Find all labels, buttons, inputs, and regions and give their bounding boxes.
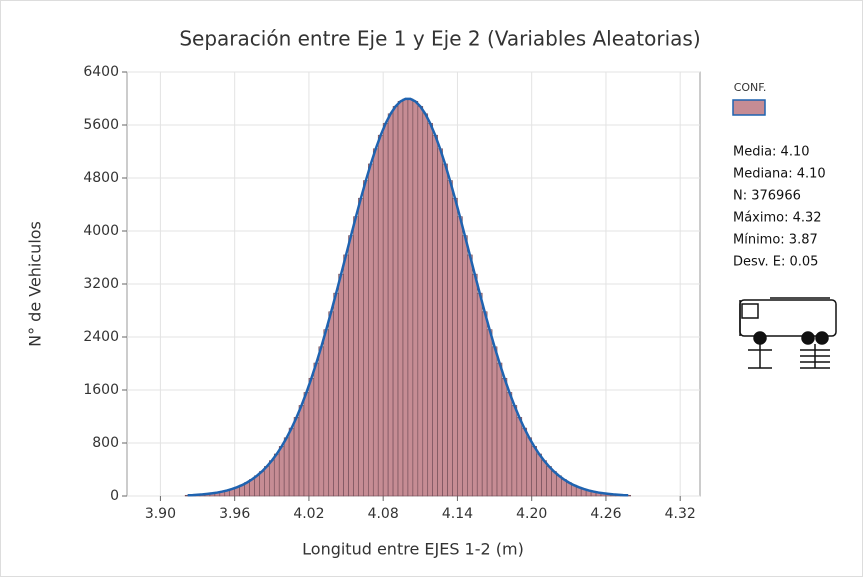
bar bbox=[496, 362, 503, 497]
chart-title: Separación entre Eje 1 y Eje 2 (Variable… bbox=[179, 27, 700, 51]
y-tick-label: 4000 bbox=[83, 223, 119, 239]
bar bbox=[536, 453, 542, 497]
bar bbox=[343, 254, 349, 497]
bar bbox=[521, 427, 528, 497]
y-tick-label: 0 bbox=[110, 488, 119, 504]
bar bbox=[442, 163, 448, 497]
stat-text: Máximo: 4.32 bbox=[733, 211, 822, 226]
y-axis-label: N° de Vehiculos bbox=[26, 221, 45, 347]
bar bbox=[283, 437, 290, 497]
bar bbox=[551, 471, 557, 497]
bar bbox=[491, 346, 498, 497]
y-tick-label: 800 bbox=[92, 435, 119, 451]
bar bbox=[269, 460, 275, 497]
bar bbox=[308, 377, 315, 497]
bar bbox=[437, 148, 443, 497]
bar bbox=[264, 466, 270, 497]
bar bbox=[422, 113, 429, 497]
x-tick-label: 4.26 bbox=[590, 506, 621, 522]
truck-icon bbox=[739, 297, 837, 369]
y-tick-label: 5600 bbox=[83, 117, 119, 133]
bar bbox=[259, 471, 265, 497]
x-tick-label: 4.08 bbox=[368, 506, 399, 522]
stat-text: Desv. E: 0.05 bbox=[733, 255, 818, 270]
bar bbox=[516, 417, 523, 497]
stat-text: Mediana: 4.10 bbox=[733, 167, 826, 182]
bar bbox=[506, 392, 513, 497]
y-tick-label: 6400 bbox=[83, 64, 119, 80]
bar bbox=[481, 311, 488, 497]
bar bbox=[288, 427, 295, 497]
bar bbox=[486, 329, 493, 497]
bar bbox=[412, 101, 419, 497]
bar bbox=[328, 311, 334, 497]
bar bbox=[372, 148, 379, 497]
x-tick-label: 4.32 bbox=[665, 506, 696, 522]
bar bbox=[501, 377, 508, 497]
bar bbox=[377, 134, 384, 497]
x-tick-label: 4.14 bbox=[442, 506, 473, 522]
y-tick-label: 1600 bbox=[83, 382, 119, 398]
bar bbox=[368, 163, 374, 497]
bar bbox=[402, 98, 409, 497]
bar bbox=[462, 235, 468, 497]
y-tick-label: 4800 bbox=[83, 170, 119, 186]
fit-curve bbox=[187, 97, 629, 497]
bar bbox=[303, 392, 310, 497]
bar bbox=[526, 437, 532, 497]
stat-text: Media: 4.10 bbox=[733, 145, 810, 160]
bar bbox=[333, 292, 339, 497]
bar bbox=[511, 405, 518, 497]
bar bbox=[407, 98, 414, 497]
x-tick-label: 4.02 bbox=[293, 506, 324, 522]
bar bbox=[541, 460, 547, 497]
x-tick-label: 3.96 bbox=[219, 506, 250, 522]
bar bbox=[476, 292, 483, 497]
bar bbox=[531, 446, 537, 497]
legend-title: CONF. bbox=[734, 81, 767, 94]
x-axis-label: Longitud entre EJES 1-2 (m) bbox=[302, 540, 524, 559]
bar bbox=[432, 134, 438, 497]
bar bbox=[323, 329, 330, 497]
bar bbox=[353, 216, 359, 497]
x-tick-label: 4.20 bbox=[516, 506, 547, 522]
bar bbox=[556, 475, 562, 497]
bar bbox=[358, 197, 364, 497]
bar bbox=[338, 273, 344, 497]
bar bbox=[467, 254, 473, 497]
bar bbox=[273, 453, 280, 497]
bar bbox=[447, 180, 453, 497]
bar bbox=[392, 106, 399, 497]
stat-text: Mínimo: 3.87 bbox=[733, 233, 818, 248]
bar bbox=[363, 180, 369, 497]
x-tick-label: 3.90 bbox=[145, 506, 176, 522]
bar bbox=[471, 273, 478, 497]
bar bbox=[254, 475, 260, 497]
bar bbox=[546, 466, 552, 497]
bar bbox=[348, 235, 354, 497]
bar bbox=[387, 113, 394, 497]
bar bbox=[313, 362, 320, 497]
bar bbox=[417, 106, 424, 497]
bar bbox=[397, 101, 404, 497]
bar bbox=[293, 417, 300, 497]
legend-swatch bbox=[732, 99, 766, 116]
y-tick-label: 3200 bbox=[83, 276, 119, 292]
y-tick-label: 2400 bbox=[83, 329, 119, 345]
bar bbox=[452, 197, 458, 497]
bar bbox=[318, 346, 325, 497]
bar bbox=[298, 405, 305, 497]
bar bbox=[427, 123, 433, 497]
bar bbox=[278, 446, 285, 497]
stat-text: N: 376966 bbox=[733, 189, 801, 204]
bar bbox=[382, 123, 389, 497]
bar bbox=[457, 216, 463, 497]
